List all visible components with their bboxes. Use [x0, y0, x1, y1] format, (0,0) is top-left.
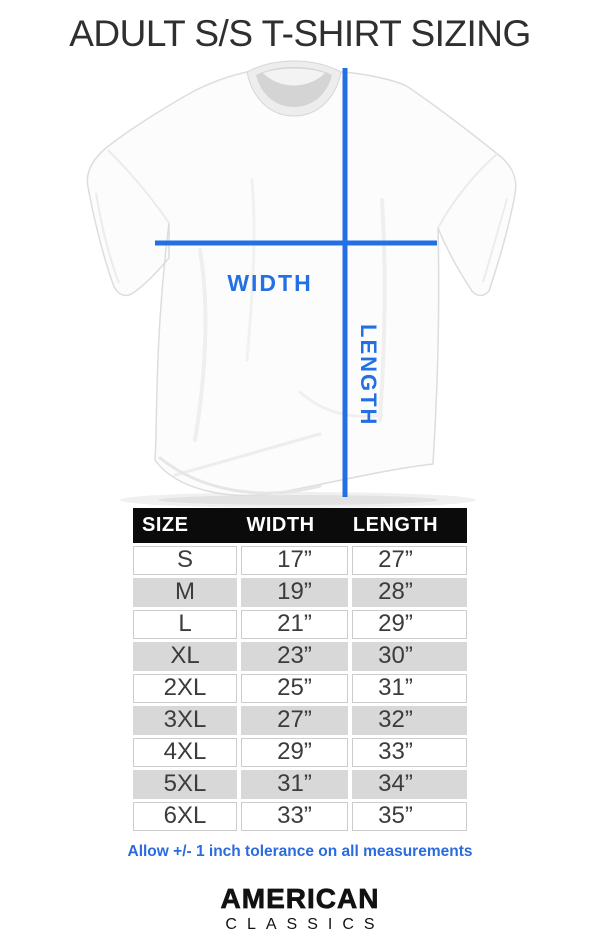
table-row: S 17” 27” — [133, 546, 467, 575]
tolerance-note: Allow +/- 1 inch tolerance on all measur… — [127, 843, 473, 860]
length-cell: 33” — [352, 738, 467, 767]
left-armhole-seam — [107, 149, 170, 224]
table-row: 2XL 25” 31” — [133, 674, 467, 703]
table-row: XL 23” 30” — [133, 642, 467, 671]
page-title: ADULT S/S T-SHIRT SIZING — [69, 13, 531, 54]
length-cell: 34” — [352, 770, 467, 799]
width-cell: 21” — [241, 610, 348, 639]
brand-subname: CLASSICS — [225, 916, 385, 933]
table-row: M 19” 28” — [133, 578, 467, 607]
size-cell: L — [133, 610, 237, 639]
size-table-body: S 17” 27” M 19” 28” L 21” 29” XL 23” 30”… — [133, 546, 467, 831]
length-cell: 32” — [352, 706, 467, 735]
width-cell: 17” — [241, 546, 348, 575]
table-row: L 21” 29” — [133, 610, 467, 639]
size-cell: S — [133, 546, 237, 575]
size-cell: 4XL — [133, 738, 237, 767]
column-header-width: WIDTH — [246, 514, 315, 536]
right-armhole-seam — [437, 152, 499, 229]
table-row: 5XL 31” 34” — [133, 770, 467, 799]
length-cell: 35” — [352, 802, 467, 831]
size-table: SIZE WIDTH LENGTH S 17” 27” M 19” 28” L … — [133, 508, 467, 831]
brand-name: AMERICAN — [220, 883, 380, 915]
size-cell: 2XL — [133, 674, 237, 703]
width-cell: 23” — [241, 642, 348, 671]
width-cell: 19” — [241, 578, 348, 607]
size-cell: M — [133, 578, 237, 607]
width-measure-label: WIDTH — [227, 270, 313, 296]
length-cell: 30” — [352, 642, 467, 671]
width-cell: 25” — [241, 674, 348, 703]
length-cell: 29” — [352, 610, 467, 639]
width-cell: 29” — [241, 738, 348, 767]
tshirt-diagram — [0, 60, 600, 508]
tshirt-illustration — [86, 60, 517, 508]
brand-logo: AMERICAN CLASSICS — [0, 883, 600, 934]
width-cell: 33” — [241, 802, 348, 831]
length-measure-label: LENGTH — [356, 324, 381, 427]
width-cell: 27” — [241, 706, 348, 735]
size-cell: 5XL — [133, 770, 237, 799]
column-header-size: SIZE — [142, 514, 189, 536]
size-cell: XL — [133, 642, 237, 671]
width-cell: 31” — [241, 770, 348, 799]
table-row: 6XL 33” 35” — [133, 802, 467, 831]
size-table-header: SIZE WIDTH LENGTH — [133, 508, 467, 543]
size-cell: 3XL — [133, 706, 237, 735]
size-cell: 6XL — [133, 802, 237, 831]
table-row: 3XL 27” 32” — [133, 706, 467, 735]
length-cell: 27” — [352, 546, 467, 575]
length-cell: 28” — [352, 578, 467, 607]
column-header-length: LENGTH — [352, 514, 439, 536]
table-row: 4XL 29” 33” — [133, 738, 467, 767]
length-cell: 31” — [352, 674, 467, 703]
collar-inner-back — [263, 68, 325, 86]
